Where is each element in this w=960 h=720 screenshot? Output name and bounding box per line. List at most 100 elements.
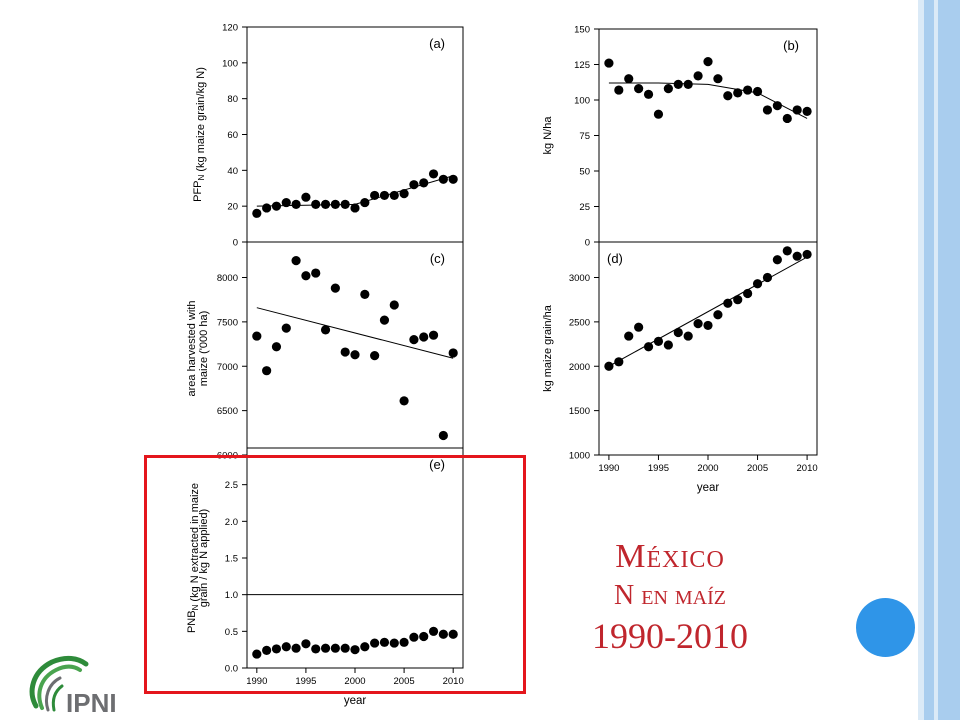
data-point xyxy=(379,315,390,325)
data-point xyxy=(389,300,399,310)
decor-circle xyxy=(856,598,915,657)
y-axis-label: PNBN (kg N extracted in maize xyxy=(186,483,201,633)
decor-stripe-3 xyxy=(934,0,938,720)
y-axis-label: area harvested with xyxy=(186,301,198,397)
y-tick-label: 120 xyxy=(222,23,238,34)
y-axis-label: kg maize grain/ha xyxy=(542,304,554,392)
data-point xyxy=(772,255,782,265)
data-point xyxy=(350,645,360,655)
decor-stripe-4 xyxy=(938,0,960,720)
data-point xyxy=(340,199,350,209)
y-tick-label: 1500 xyxy=(569,406,590,417)
data-point xyxy=(624,331,634,341)
data-point xyxy=(281,323,291,333)
data-point xyxy=(782,246,792,256)
x-tick-label: 1990 xyxy=(598,463,619,474)
logo-mark-icon xyxy=(29,655,89,712)
data-point xyxy=(743,85,753,95)
data-point xyxy=(733,295,743,305)
data-point xyxy=(271,644,282,654)
data-point xyxy=(614,357,624,367)
data-point xyxy=(733,88,743,98)
data-point xyxy=(673,79,683,89)
data-point xyxy=(743,288,753,299)
y-tick-label: 75 xyxy=(579,131,590,142)
y-tick-label: 7500 xyxy=(217,317,238,328)
y-tick-label: 20 xyxy=(227,202,238,213)
y-tick-label: 0 xyxy=(233,238,238,249)
data-point xyxy=(624,74,634,84)
chart-panel-b: 0 25 50 75 100 125 150 kg N/ha (b) xyxy=(542,25,818,249)
x-axis-label: year xyxy=(697,482,720,494)
y-tick-label: 0.0 xyxy=(225,664,238,675)
data-point xyxy=(802,106,812,116)
data-point xyxy=(428,626,439,636)
chart-panel-d: 1000 1500 2000 2500 3000 1990 1995 2000 2005 2010… xyxy=(542,241,818,494)
data-point xyxy=(330,283,340,293)
data-point xyxy=(653,109,664,119)
data-point xyxy=(350,350,360,360)
data-point xyxy=(271,342,282,352)
data-point xyxy=(311,268,321,278)
data-point xyxy=(703,320,713,331)
y-tick-label: 0 xyxy=(585,238,590,249)
data-point xyxy=(291,256,301,266)
x-axis-label: year xyxy=(344,695,367,707)
x-tick-label: 2005 xyxy=(747,463,768,474)
data-point xyxy=(673,327,683,338)
plot-frame xyxy=(598,241,818,456)
y-tick-label: 0.5 xyxy=(225,627,238,638)
data-point xyxy=(252,208,262,218)
panel-label: (c) xyxy=(430,251,445,266)
data-point xyxy=(643,342,654,352)
x-tick-label: 1995 xyxy=(648,463,669,474)
data-point xyxy=(604,58,614,68)
data-point xyxy=(281,197,291,208)
data-point xyxy=(752,86,763,97)
data-point xyxy=(262,203,272,213)
chart-panel-a: 0 20 40 60 80 100 120 PFPN (kg maize grain/kg N… xyxy=(192,23,464,249)
data-point xyxy=(448,629,458,639)
data-point xyxy=(419,332,429,342)
data-point xyxy=(350,203,360,213)
decor-stripe-2 xyxy=(924,0,934,720)
data-point xyxy=(252,649,262,659)
data-point xyxy=(399,637,409,647)
data-point xyxy=(683,331,693,341)
y-tick-label: 60 xyxy=(227,130,238,141)
data-point xyxy=(653,336,664,346)
data-point xyxy=(330,643,340,653)
data-point xyxy=(634,84,644,94)
data-point xyxy=(663,340,673,350)
panel-label: (d) xyxy=(607,251,623,266)
x-tick-label: 2010 xyxy=(443,676,464,687)
y-tick-label: 2500 xyxy=(569,317,590,328)
highlight-box xyxy=(144,455,526,694)
data-point xyxy=(262,645,272,656)
data-point xyxy=(428,330,439,340)
data-point xyxy=(693,71,703,81)
data-point xyxy=(389,638,399,648)
x-tick-label: 1990 xyxy=(246,676,267,687)
title-line-2: N en maíz xyxy=(614,580,726,611)
data-point xyxy=(663,84,673,94)
y-axis-label: kg N/ha xyxy=(542,116,554,155)
y-tick-label: 2.0 xyxy=(225,517,238,528)
logo-text: IPNI xyxy=(66,688,117,718)
panel-label: (e) xyxy=(429,457,445,472)
trend-line xyxy=(608,82,808,119)
title-line-3: 1990-2010 xyxy=(592,616,748,656)
trend-line xyxy=(608,256,808,367)
y-axis-label: grain / kg N applied) xyxy=(198,509,210,607)
data-point xyxy=(370,190,380,201)
ipni-logo: IPNI xyxy=(29,655,117,718)
data-point xyxy=(802,249,812,260)
data-point xyxy=(703,57,713,67)
data-point xyxy=(311,199,321,209)
data-point xyxy=(448,348,458,358)
data-point xyxy=(683,79,693,89)
y-axis-label: PFPN (kg maize grain/kg N) xyxy=(192,67,207,202)
data-point xyxy=(782,113,792,124)
